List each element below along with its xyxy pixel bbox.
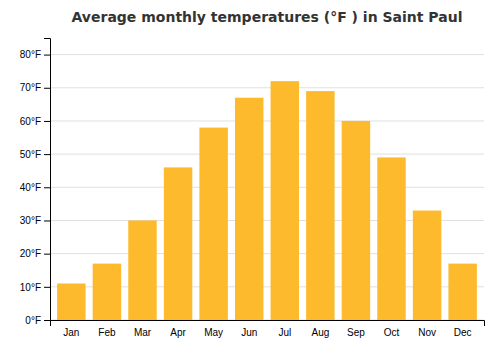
bar	[93, 264, 121, 320]
y-tick: 40°F	[20, 182, 50, 193]
bar	[164, 167, 192, 320]
y-tick-label: 30°F	[20, 215, 41, 226]
bar	[377, 157, 405, 320]
grid	[50, 55, 484, 320]
x-axis: Jan Feb Mar Apr May Jun Jul Aug Sep Oct Nov Dec	[51, 321, 485, 339]
x-tick-label: Mar	[134, 327, 152, 338]
bars	[57, 81, 477, 320]
x-tick: Sep	[347, 327, 365, 338]
x-tick: Oct	[384, 327, 400, 338]
y-tick-mark	[44, 154, 50, 155]
y-tick: 30°F	[20, 215, 50, 226]
y-tick-label: 10°F	[20, 282, 41, 293]
x-tick: Jul	[278, 327, 291, 338]
bar	[57, 284, 85, 320]
x-tick-label: Feb	[98, 327, 116, 338]
y-tick-mark	[44, 254, 50, 255]
x-axis-line	[51, 321, 485, 327]
y-tick-mark	[44, 287, 50, 288]
x-tick: Mar	[134, 327, 152, 338]
y-tick-label: 60°F	[20, 116, 41, 127]
y-tick-label: 40°F	[20, 182, 41, 193]
x-tick: Jun	[241, 327, 257, 338]
y-tick-mark	[44, 320, 50, 321]
x-tick-label: Apr	[170, 327, 186, 338]
bar	[306, 91, 334, 320]
y-tick-mark	[44, 220, 50, 221]
grid-line	[50, 154, 484, 155]
x-tick-label: Sep	[347, 327, 365, 338]
y-tick-mark	[44, 55, 50, 56]
y-tick: 60°F	[20, 116, 50, 127]
y-tick-label: 20°F	[20, 248, 41, 259]
y-tick: 50°F	[20, 149, 50, 160]
y-tick-label: 0°F	[25, 315, 41, 326]
bar	[128, 220, 156, 320]
bar	[235, 98, 263, 320]
y-axis: 0°F 10°F 20°F 30°F 40°F 50°F 60°F 70°F 80°F	[20, 39, 51, 326]
y-tick-mark	[44, 187, 50, 188]
x-tick-label: Oct	[384, 327, 400, 338]
y-tick: 0°F	[25, 315, 50, 326]
bar	[413, 211, 441, 320]
x-tick-label: Jul	[278, 327, 291, 338]
bar	[448, 264, 476, 320]
x-tick-label: May	[204, 327, 223, 338]
y-tick: 10°F	[20, 282, 50, 293]
x-tick-label: Dec	[454, 327, 472, 338]
y-tick: 80°F	[20, 49, 50, 60]
y-tick-mark	[44, 88, 50, 89]
x-tick-label: Aug	[311, 327, 329, 338]
y-tick: 70°F	[20, 82, 50, 93]
x-tick-label: Nov	[418, 327, 436, 338]
y-tick: 20°F	[20, 248, 50, 259]
x-tick: Nov	[418, 327, 436, 338]
title: Average monthly temperatures (°F ) in Sa…	[72, 9, 463, 25]
x-tick: Jan	[63, 327, 79, 338]
x-tick: May	[204, 327, 223, 338]
y-tick-label: 80°F	[20, 49, 41, 60]
y-axis-line	[44, 39, 51, 321]
grid-line	[50, 120, 484, 121]
bar	[271, 81, 299, 320]
y-tick-label: 70°F	[20, 82, 41, 93]
chart-container: 0°F 10°F 20°F 30°F 40°F 50°F 60°F 70°F 80°F Jan Fe…	[0, 0, 500, 350]
plot: 0°F 10°F 20°F 30°F 40°F 50°F 60°F 70°F 80°F Jan Fe…	[20, 39, 485, 339]
x-tick: Aug	[311, 327, 329, 338]
bar	[199, 128, 227, 320]
x-tick: Apr	[170, 327, 186, 338]
x-tick-label: Jan	[63, 327, 79, 338]
grid-line	[50, 54, 484, 55]
chart-svg: 0°F 10°F 20°F 30°F 40°F 50°F 60°F 70°F 80°F Jan Fe…	[0, 0, 500, 350]
grid-line	[50, 87, 484, 88]
x-tick: Feb	[98, 327, 116, 338]
y-tick-mark	[44, 121, 50, 122]
y-tick-label: 50°F	[20, 149, 41, 160]
bar	[342, 121, 370, 320]
x-tick-label: Jun	[241, 327, 257, 338]
grid-line	[50, 187, 484, 188]
x-tick: Dec	[454, 327, 472, 338]
